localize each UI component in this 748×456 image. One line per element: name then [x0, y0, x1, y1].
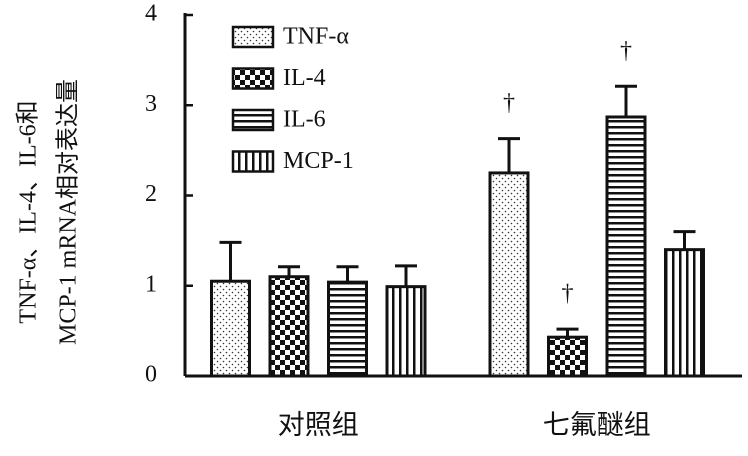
y-tick-label: 3	[145, 91, 157, 117]
y-axis-label: TNF-α、IL-4、IL-6和	[15, 100, 42, 323]
legend-label: IL-4	[283, 65, 326, 91]
x-tick-label: 七氟醚组	[543, 410, 651, 440]
legend-label: MCP-1	[283, 148, 354, 174]
legend-swatch	[231, 108, 275, 132]
significance-marker: †	[620, 38, 632, 64]
bar	[385, 285, 427, 378]
significance-marker: †	[562, 281, 574, 307]
bar	[210, 279, 251, 378]
y-axis-label: MCP-1 mRNA相对表达量	[55, 79, 82, 345]
y-tick-label: 0	[145, 362, 157, 388]
y-tick-label: 1	[145, 271, 157, 297]
significance-marker: †	[503, 90, 515, 116]
bar	[268, 275, 310, 378]
bar	[327, 280, 368, 378]
y-tick-label: 2	[145, 181, 157, 207]
bar	[547, 335, 588, 378]
x-tick-label: 对照组	[278, 410, 359, 440]
legend-swatch	[231, 150, 275, 173]
legend-label: IL-6	[283, 107, 326, 133]
bar	[664, 248, 705, 378]
bar	[488, 171, 530, 378]
legend-swatch	[231, 25, 275, 49]
legend-label: TNF-α	[283, 24, 349, 50]
bar	[605, 115, 647, 378]
legend-swatch	[231, 67, 275, 90]
y-tick-label: 4	[145, 1, 157, 27]
